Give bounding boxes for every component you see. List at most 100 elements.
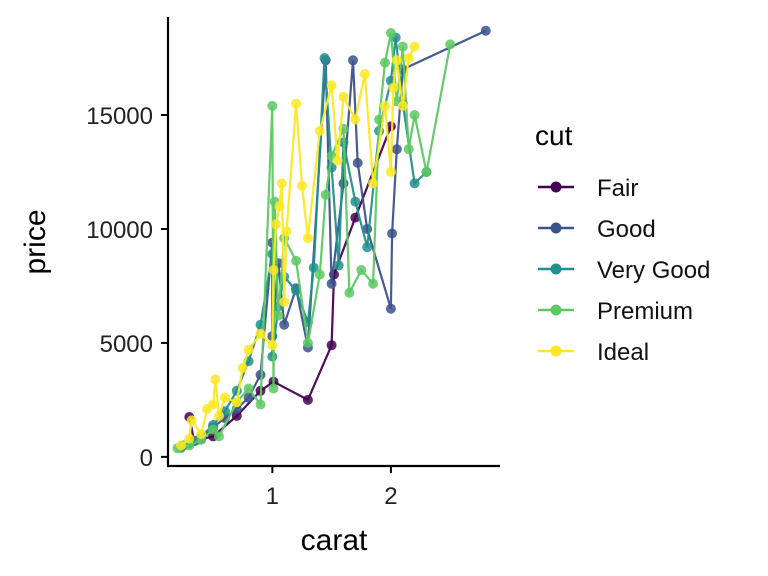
data-point-ideal (385, 167, 396, 177)
legend-item-premium: Premium (538, 298, 693, 325)
data-point-ideal (214, 410, 224, 421)
data-point-premium (214, 431, 224, 442)
data-point-good (352, 157, 363, 168)
legend-item-ideal: Ideal (538, 339, 649, 366)
data-point-good (326, 278, 337, 289)
data-point-premium (385, 28, 396, 38)
data-point-premium (184, 440, 195, 451)
data-point-premium (243, 383, 254, 394)
data-point-ideal (243, 344, 254, 355)
series-ideal (176, 41, 420, 451)
data-point-ideal (409, 41, 420, 52)
data-point-fair (231, 410, 242, 421)
legend-key-point (550, 263, 562, 275)
data-point-ideal (270, 219, 281, 230)
legend-title: cut (535, 120, 573, 151)
data-point-premium (380, 57, 390, 68)
data-point-very-good (350, 196, 361, 207)
data-point-premium (368, 278, 379, 289)
series-line-very-good (180, 37, 428, 449)
data-point-very-good (308, 262, 319, 273)
data-point-ideal (231, 397, 242, 408)
data-point-ideal (255, 328, 266, 339)
data-point-ideal (208, 399, 219, 410)
data-point-ideal (388, 82, 399, 93)
data-point-premium (445, 39, 456, 50)
legend-label: Ideal (597, 339, 649, 366)
y-axis-title: price (19, 209, 52, 274)
data-point-ideal (281, 226, 292, 237)
data-point-ideal (297, 180, 307, 191)
data-point-good (391, 144, 402, 155)
data-point-premium (273, 310, 284, 321)
data-point-very-good (319, 53, 330, 63)
data-point-ideal (403, 53, 414, 63)
data-point-ideal (314, 126, 325, 136)
data-point-ideal (302, 233, 313, 244)
data-point-premium (255, 399, 266, 410)
data-point-ideal (268, 265, 279, 275)
data-point-very-good (291, 285, 302, 296)
data-point-ideal (291, 98, 302, 109)
legend: cut Fair Good Very Good Premium Ideal (535, 120, 710, 366)
data-point-good (279, 319, 290, 330)
data-point-ideal (279, 296, 290, 307)
data-point-ideal (332, 155, 343, 166)
data-point-premium (302, 337, 313, 348)
data-point-ideal (196, 429, 207, 440)
legend-key-point (550, 345, 562, 357)
data-point-very-good (333, 260, 344, 271)
data-point-fair (302, 394, 313, 405)
axes (166, 17, 500, 468)
data-point-good (348, 55, 358, 66)
data-point-ideal (219, 392, 230, 403)
data-point-ideal (237, 363, 248, 373)
data-point-ideal (391, 55, 402, 66)
data-point-ideal (397, 100, 408, 111)
legend-label: Fair (597, 175, 638, 202)
data-point-ideal (368, 178, 379, 189)
data-point-premium (291, 255, 302, 266)
data-point-good (255, 369, 266, 380)
data-point-premium (356, 265, 367, 275)
y-tick-label: 15000 (86, 103, 153, 130)
legend-label: Very Good (597, 257, 710, 284)
data-point-premium (403, 144, 414, 155)
data-point-very-good (409, 178, 420, 189)
data-point-premium (397, 41, 408, 52)
x-axis-title: carat (301, 524, 368, 557)
y-tick-label: 5000 (100, 331, 153, 358)
legend-label: Good (597, 216, 656, 243)
data-point-ideal (326, 80, 337, 91)
data-point-good (387, 228, 398, 239)
data-point-premium (421, 167, 432, 177)
data-point-ideal (359, 69, 370, 79)
y-tick-label: 10000 (86, 217, 153, 244)
data-point-ideal (210, 374, 221, 385)
legend-key-point (550, 304, 562, 316)
data-point-ideal (176, 440, 186, 451)
data-point-fair (326, 340, 337, 351)
legend-key-point (550, 222, 562, 234)
data-point-good (338, 178, 349, 189)
legend-item-fair: Fair (538, 175, 638, 202)
axis-ticks: 0 5000 10000 15000 1 2 (86, 103, 397, 510)
data-point-fair (385, 121, 396, 132)
data-point-ideal (338, 91, 349, 102)
legend-item-good: Good (538, 216, 656, 243)
data-point-premium (409, 110, 420, 120)
data-point-premium (208, 424, 219, 435)
data-point-ideal (267, 340, 278, 351)
legend-label: Premium (597, 298, 693, 325)
data-point-ideal (380, 100, 390, 111)
data-point-ideal (274, 201, 285, 212)
data-point-premium (314, 269, 325, 280)
data-point-premium (267, 100, 278, 111)
series-good (178, 25, 491, 451)
legend-item-very-good: Very Good (538, 257, 710, 284)
data-point-premium (344, 287, 355, 298)
plot-panel (172, 25, 491, 454)
data-point-ideal (186, 415, 197, 426)
data-point-good (480, 25, 491, 36)
